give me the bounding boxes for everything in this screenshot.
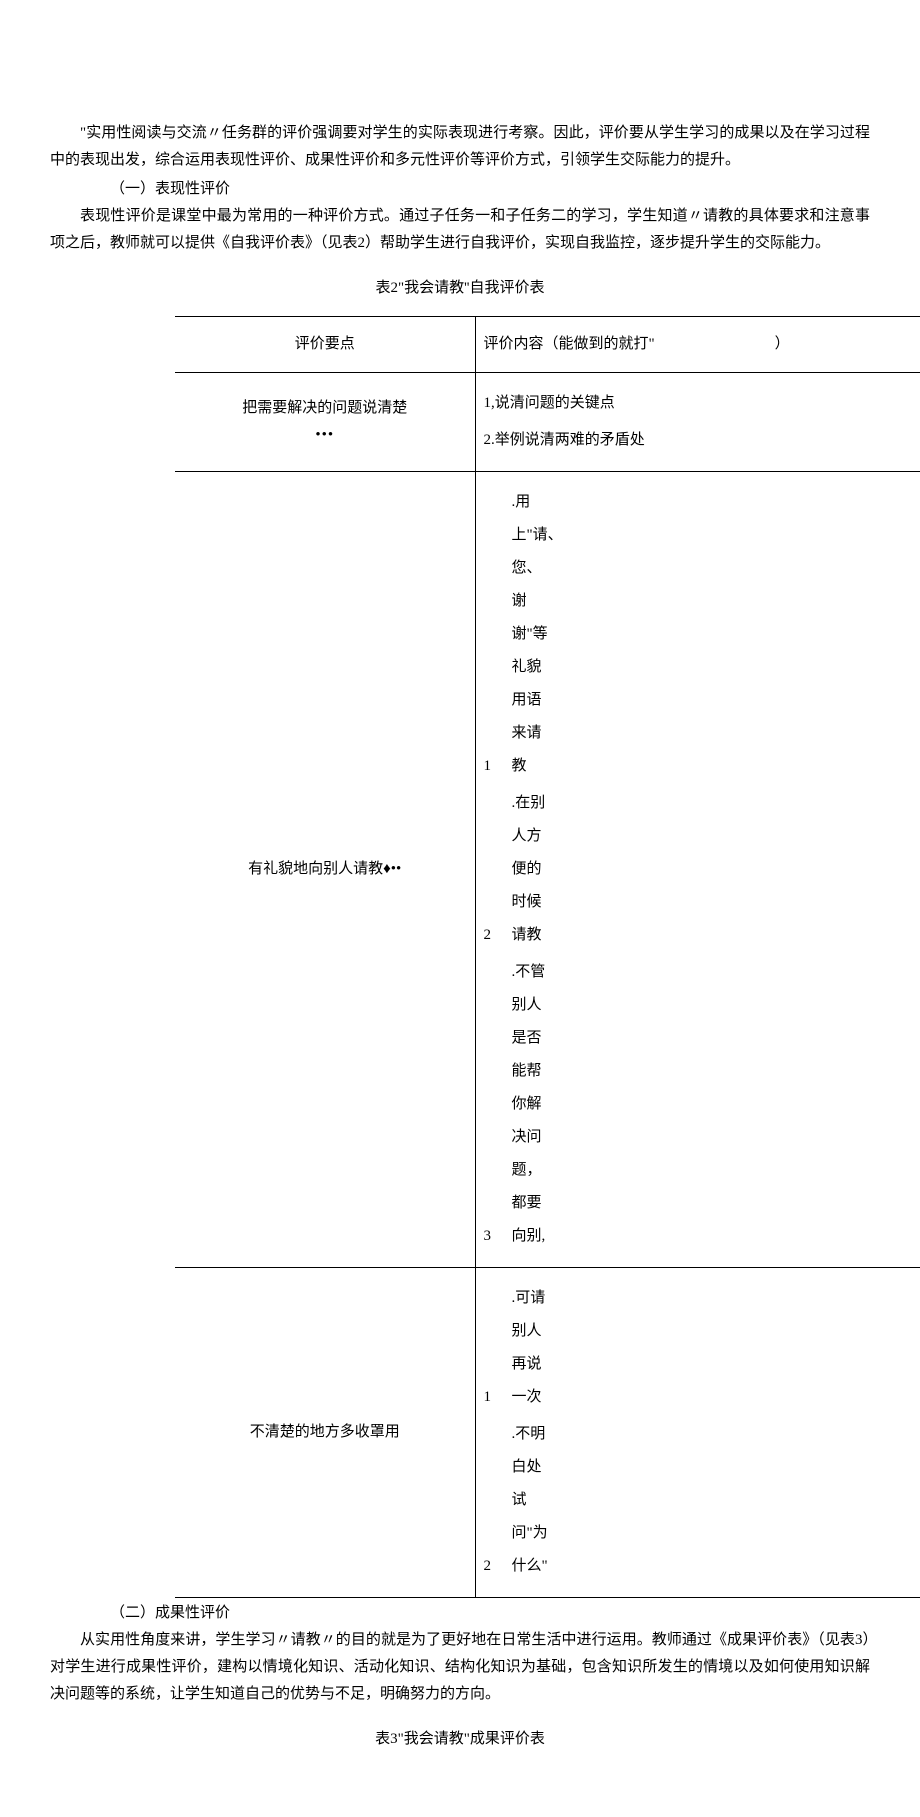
table-3-caption: 表3"我会请教"成果评价表 xyxy=(50,1726,870,1753)
table-row: 把需要解决的问题说清楚 ••• 1,说清问题的关键点 2.举例说清两难的矛盾处 xyxy=(175,373,920,472)
evaluation-content-3: 1.可请别人再说一次 2.不明白处试问"为什么" xyxy=(475,1268,920,1598)
header-col-2: 评价内容（能做到的就打"） xyxy=(475,317,920,373)
table-row: 不清楚的地方多收罩用 1.可请别人再说一次 2.不明白处试问"为什么" xyxy=(175,1268,920,1598)
section-2-paragraph: 从实用性角度来讲，学生学习〃请教〃的目的就是为了更好地在日常生活中进行运用。教师… xyxy=(50,1627,870,1708)
intro-paragraph: "实用性阅读与交流〃任务群的评价强调要对学生的实际表现进行考察。因此，评价要从学… xyxy=(50,120,870,174)
section-1-paragraph: 表现性评价是课堂中最为常用的一种评价方式。通过子任务一和子任务二的学习，学生知道… xyxy=(50,203,870,257)
table-2-caption: 表2"我会请教''自我评价表 xyxy=(50,275,870,302)
table-header-row: 评价要点 评价内容（能做到的就打"） xyxy=(175,317,920,373)
self-evaluation-table: 评价要点 评价内容（能做到的就打"） 把需要解决的问题说清楚 ••• 1,说清问… xyxy=(175,316,920,1598)
evaluation-content-2: 1.用上"请、您、谢谢"等礼貌用语来请教 2.在别人方便的时候请教 3.不管别人… xyxy=(475,472,920,1268)
evaluation-point-3: 不清楚的地方多收罩用 xyxy=(175,1268,475,1598)
header-col-1: 评价要点 xyxy=(175,317,475,373)
section-2-heading: （二）成果性评价 xyxy=(50,1600,870,1627)
section-1-heading: （一）表现性评价 xyxy=(50,176,870,203)
evaluation-point-1: 把需要解决的问题说清楚 ••• xyxy=(175,373,475,472)
evaluation-content-1: 1,说清问题的关键点 2.举例说清两难的矛盾处 xyxy=(475,373,920,472)
table-row: 有礼貌地向别人请教♦•• 1.用上"请、您、谢谢"等礼貌用语来请教 2.在别人方… xyxy=(175,472,920,1268)
evaluation-point-2: 有礼貌地向别人请教♦•• xyxy=(175,472,475,1268)
